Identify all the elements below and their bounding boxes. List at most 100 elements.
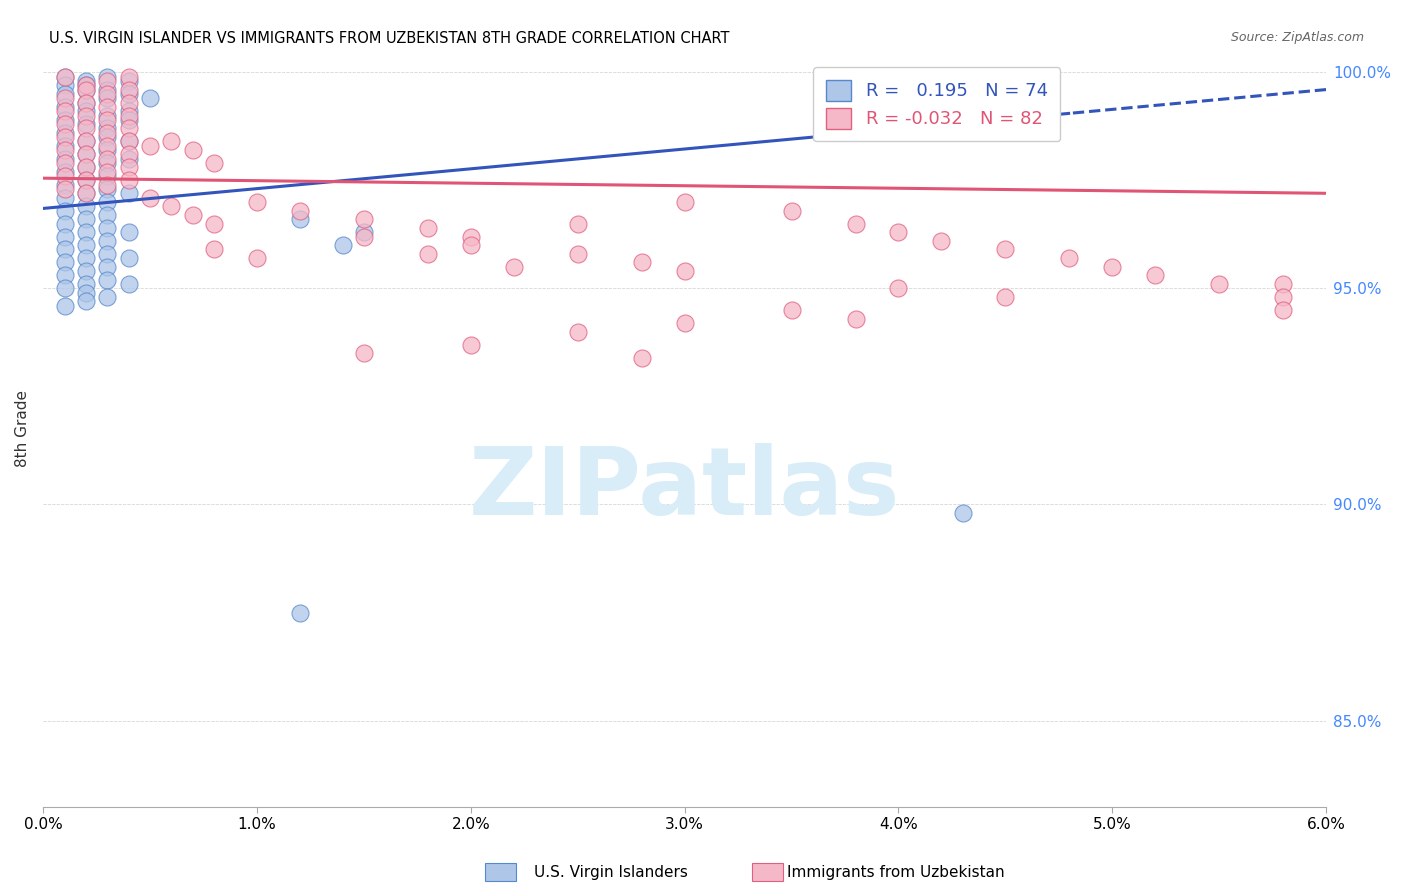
Point bbox=[53, 217, 76, 231]
Point bbox=[118, 104, 141, 119]
Point bbox=[118, 251, 141, 265]
Point bbox=[96, 87, 118, 101]
Point bbox=[887, 281, 910, 295]
Point bbox=[53, 178, 76, 192]
Point bbox=[75, 186, 97, 201]
Point bbox=[96, 260, 118, 274]
Point bbox=[1272, 277, 1295, 291]
Point bbox=[118, 95, 141, 110]
Point bbox=[53, 299, 76, 313]
Point bbox=[118, 161, 141, 175]
Point bbox=[53, 143, 76, 157]
Point bbox=[53, 255, 76, 269]
Point bbox=[75, 173, 97, 187]
Point bbox=[288, 606, 311, 620]
Point bbox=[118, 121, 141, 136]
Point bbox=[118, 74, 141, 88]
Point bbox=[96, 169, 118, 183]
Text: Source: ZipAtlas.com: Source: ZipAtlas.com bbox=[1230, 31, 1364, 45]
Point bbox=[181, 143, 204, 157]
Point bbox=[53, 70, 76, 84]
Point bbox=[118, 82, 141, 96]
Point bbox=[75, 225, 97, 239]
Point bbox=[75, 147, 97, 161]
Point bbox=[416, 247, 439, 261]
Point bbox=[118, 70, 141, 84]
Point bbox=[118, 152, 141, 166]
Point bbox=[96, 182, 118, 196]
Point bbox=[416, 220, 439, 235]
Point bbox=[139, 91, 162, 105]
Point bbox=[53, 203, 76, 218]
Point bbox=[53, 130, 76, 145]
Point bbox=[75, 82, 97, 96]
Point bbox=[53, 112, 76, 127]
Point bbox=[75, 78, 97, 93]
Point bbox=[53, 126, 76, 140]
Point bbox=[1208, 277, 1230, 291]
Point bbox=[96, 290, 118, 304]
Point bbox=[96, 108, 118, 122]
Point bbox=[1101, 260, 1123, 274]
Point bbox=[75, 117, 97, 131]
Point bbox=[567, 325, 589, 339]
Point bbox=[139, 138, 162, 153]
Point bbox=[288, 212, 311, 227]
Point bbox=[181, 208, 204, 222]
Point bbox=[96, 247, 118, 261]
Point bbox=[75, 78, 97, 93]
Point bbox=[75, 104, 97, 119]
Point bbox=[75, 277, 97, 291]
Point bbox=[845, 217, 868, 231]
Point bbox=[246, 194, 269, 209]
Point bbox=[118, 135, 141, 149]
Point bbox=[202, 243, 225, 257]
Point bbox=[53, 281, 76, 295]
Point bbox=[96, 208, 118, 222]
Point bbox=[160, 135, 183, 149]
Legend: R =   0.195   N = 74, R = -0.032   N = 82: R = 0.195 N = 74, R = -0.032 N = 82 bbox=[813, 67, 1060, 142]
Point bbox=[139, 191, 162, 205]
Point bbox=[96, 70, 118, 84]
Point bbox=[75, 135, 97, 149]
Point bbox=[567, 217, 589, 231]
Point bbox=[96, 234, 118, 248]
Point bbox=[75, 186, 97, 201]
Point bbox=[53, 191, 76, 205]
Point bbox=[75, 121, 97, 136]
Point bbox=[118, 108, 141, 122]
Point bbox=[353, 212, 375, 227]
Point bbox=[53, 152, 76, 166]
Point bbox=[1059, 251, 1081, 265]
Point bbox=[845, 311, 868, 326]
Point bbox=[53, 268, 76, 283]
Point bbox=[75, 95, 97, 110]
Point bbox=[96, 273, 118, 287]
Point bbox=[353, 225, 375, 239]
Point bbox=[96, 82, 118, 96]
Point bbox=[118, 135, 141, 149]
Point bbox=[75, 251, 97, 265]
Point bbox=[53, 100, 76, 114]
Point bbox=[75, 238, 97, 252]
Point bbox=[75, 135, 97, 149]
Point bbox=[673, 194, 696, 209]
Point bbox=[96, 194, 118, 209]
Point bbox=[96, 126, 118, 140]
Point bbox=[53, 87, 76, 101]
Point bbox=[929, 234, 952, 248]
Point bbox=[75, 95, 97, 110]
Point bbox=[673, 264, 696, 278]
Point bbox=[1143, 268, 1166, 283]
Point bbox=[53, 138, 76, 153]
Point bbox=[75, 285, 97, 300]
Point bbox=[96, 74, 118, 88]
Point bbox=[96, 220, 118, 235]
Point bbox=[631, 255, 654, 269]
Point bbox=[994, 290, 1017, 304]
Point bbox=[75, 82, 97, 96]
Point bbox=[952, 506, 974, 520]
Point bbox=[75, 212, 97, 227]
Point bbox=[53, 156, 76, 170]
Point bbox=[96, 138, 118, 153]
